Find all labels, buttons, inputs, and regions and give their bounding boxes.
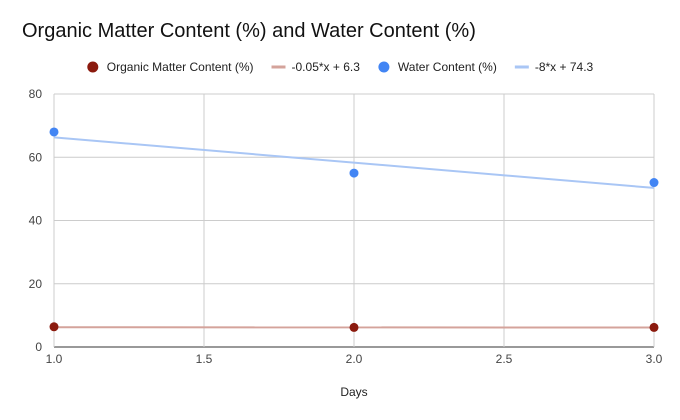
legend-marker	[378, 61, 390, 73]
data-point	[649, 178, 659, 188]
x-tick-label: 2.0	[346, 352, 363, 366]
y-tick-label: 60	[29, 150, 43, 164]
trendline	[53, 136, 655, 189]
y-tick-label: 80	[29, 87, 43, 101]
legend-label: -8*x + 74.3	[535, 60, 594, 74]
axes: 0 20 40 60 80 1.0 1.5 2.0 2.5 3.0	[29, 87, 663, 366]
legend-label: -0.05*x + 6.3	[292, 60, 361, 74]
y-tick-label: 40	[29, 214, 43, 228]
legend-label: Organic Matter Content (%)	[107, 60, 254, 74]
data-point	[49, 322, 59, 332]
legend: Organic Matter Content (%) -0.05*x + 6.3 W…	[87, 60, 594, 74]
x-axis-label: Days	[340, 385, 367, 399]
grid	[53, 93, 655, 348]
x-tick-label: 1.5	[196, 352, 213, 366]
y-tick-label: 20	[29, 277, 43, 291]
data-point	[349, 322, 359, 332]
data-point	[349, 168, 359, 178]
series	[49, 127, 659, 332]
data-point	[649, 322, 659, 332]
legend-marker	[87, 61, 99, 73]
chart-title: Organic Matter Content (%) and Water Con…	[22, 20, 476, 42]
x-tick-label: 1.0	[46, 352, 63, 366]
data-point	[49, 127, 59, 137]
legend-label: Water Content (%)	[398, 60, 497, 74]
y-tick-label: 0	[35, 340, 42, 354]
x-tick-label: 2.5	[496, 352, 513, 366]
x-tick-label: 3.0	[646, 352, 663, 366]
